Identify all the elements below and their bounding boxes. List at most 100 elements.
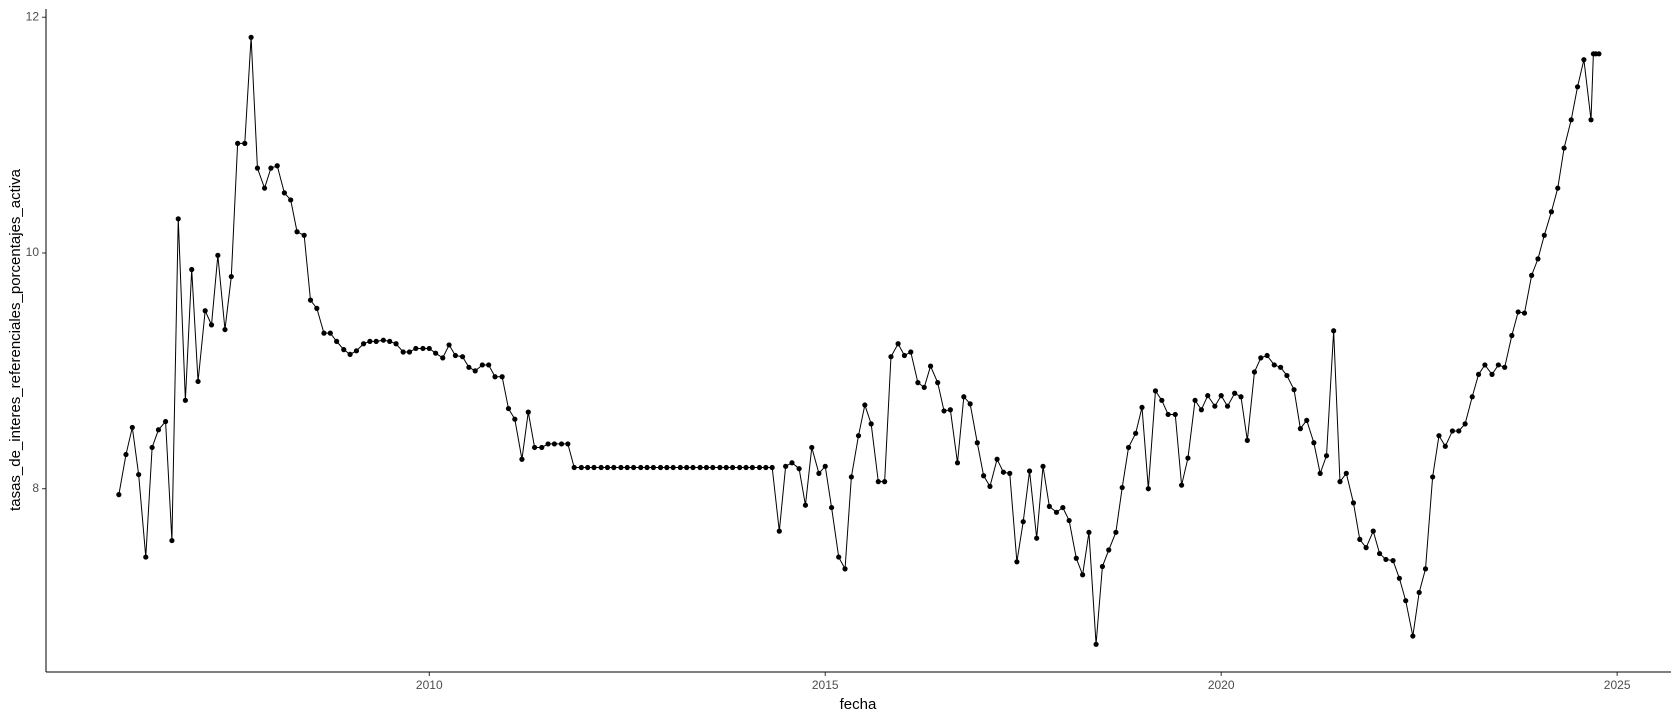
data-point (809, 444, 815, 451)
data-point (1073, 555, 1079, 561)
data-point (598, 464, 604, 471)
data-point (644, 464, 650, 471)
data-point (591, 464, 597, 471)
data-point (281, 190, 287, 196)
data-point (882, 479, 888, 485)
data-point (360, 341, 367, 347)
data-point (961, 394, 967, 400)
data-point (836, 554, 842, 560)
data-point (1106, 547, 1112, 553)
data-point (400, 349, 406, 355)
data-point (604, 464, 611, 471)
data-point (578, 464, 584, 471)
data-point (1370, 528, 1376, 534)
data-point (149, 444, 155, 451)
data-point (532, 444, 538, 451)
data-point (1099, 563, 1106, 570)
data-point (1297, 426, 1303, 432)
data-point (1462, 421, 1468, 427)
data-point (222, 326, 228, 333)
data-point (783, 463, 789, 469)
data-point (235, 140, 241, 146)
data-point (175, 216, 181, 222)
data-point (901, 352, 908, 359)
data-point (1165, 411, 1171, 418)
data-point (1258, 355, 1264, 361)
data-point (123, 451, 129, 458)
data-point (1125, 444, 1132, 451)
data-point (717, 464, 723, 471)
data-point (1053, 509, 1060, 515)
data-point (756, 464, 763, 471)
data-point (875, 479, 881, 485)
data-point (1442, 443, 1448, 449)
data-point (630, 464, 637, 471)
data-point (737, 464, 743, 471)
data-point (1596, 51, 1602, 57)
data-point (406, 349, 413, 355)
data-point (624, 464, 630, 471)
data-point (935, 380, 941, 386)
data-point (611, 464, 617, 471)
data-point (684, 464, 690, 471)
data-point (987, 483, 993, 489)
data-point (1495, 362, 1501, 368)
data-point (565, 441, 571, 447)
data-point (129, 424, 135, 431)
data-point (895, 341, 901, 347)
data-point (1548, 209, 1555, 215)
data-point (1456, 428, 1462, 434)
data-point (1040, 463, 1046, 469)
data-point (1264, 352, 1270, 359)
data-point (1000, 469, 1007, 475)
data-point (994, 456, 1000, 462)
data-point (1396, 575, 1402, 581)
data-point (1515, 309, 1521, 315)
data-point (433, 350, 439, 356)
data-point (380, 337, 386, 343)
data-point (1060, 504, 1066, 511)
data-point (334, 338, 340, 344)
data-point (776, 528, 782, 534)
data-point (1304, 417, 1310, 423)
data-point (1535, 256, 1541, 262)
data-point (1232, 390, 1238, 396)
data-point (921, 384, 927, 390)
data-point (420, 345, 426, 352)
data-point (440, 355, 446, 361)
data-point (301, 232, 307, 238)
data-point (466, 364, 472, 370)
data-point (1555, 185, 1561, 191)
data-point (539, 444, 545, 451)
data-point (1159, 397, 1165, 403)
data-point (551, 441, 558, 447)
data-point (723, 464, 729, 471)
data-point (697, 464, 703, 471)
data-point (1416, 589, 1422, 596)
data-point (248, 34, 254, 40)
data-point (710, 464, 716, 471)
data-point (373, 338, 379, 344)
x-tick-label: 2020 (1208, 678, 1235, 692)
data-point (954, 460, 961, 466)
data-point (1212, 403, 1218, 409)
data-point (512, 416, 518, 422)
data-point (1521, 310, 1528, 316)
data-point (195, 378, 201, 385)
data-point (1093, 641, 1099, 647)
data-point (492, 374, 498, 380)
data-point (215, 252, 221, 258)
data-point (1317, 470, 1323, 476)
y-axis-title: tasas_de_interes_referenciales_porcentaj… (7, 168, 24, 511)
data-point (1026, 468, 1033, 474)
data-point (1529, 272, 1535, 278)
data-point (307, 297, 314, 303)
data-point (202, 308, 208, 314)
data-point (677, 464, 683, 471)
data-point (868, 421, 874, 427)
data-point (242, 140, 248, 146)
data-point (1581, 57, 1587, 63)
data-point (545, 441, 551, 447)
data-point (1482, 362, 1488, 368)
